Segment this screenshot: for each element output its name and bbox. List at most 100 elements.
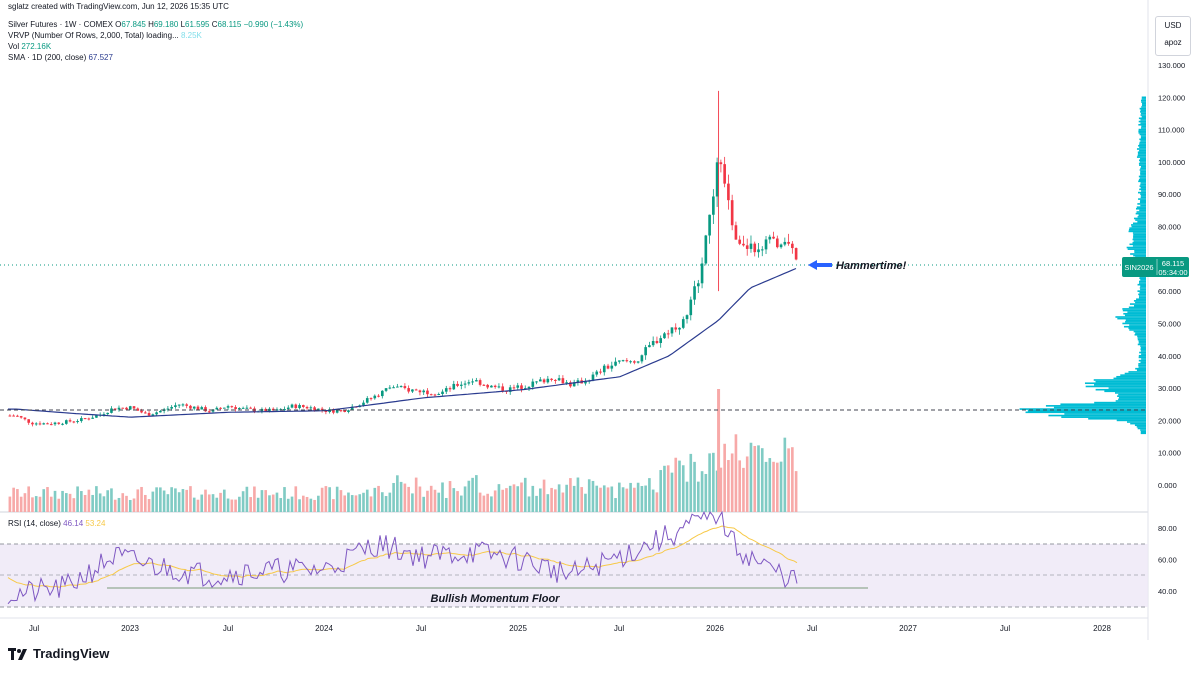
ohlc-legend[interactable]: Silver Futures · 1W · COMEX O67.845 H69.… xyxy=(8,20,303,29)
volume-profile-row xyxy=(1134,333,1146,336)
candle-body xyxy=(490,385,493,388)
candle-body xyxy=(467,382,471,384)
volume-bar xyxy=(678,460,681,512)
candle-body xyxy=(132,406,136,409)
volume-profile-row xyxy=(1141,96,1146,99)
volume-profile-row xyxy=(1134,424,1146,427)
candle-body xyxy=(693,286,696,300)
volume-bar xyxy=(23,493,27,512)
volume-bar xyxy=(636,482,640,512)
volume-profile-row xyxy=(1141,106,1146,108)
volume-profile-row xyxy=(1131,224,1146,226)
candle-body xyxy=(554,379,557,381)
volume-bar xyxy=(301,495,305,512)
volume-bar xyxy=(437,492,441,512)
volume-bar xyxy=(72,498,76,512)
candle-body xyxy=(147,412,151,416)
volume-bar xyxy=(365,489,369,512)
candle-body xyxy=(384,388,388,391)
candle-body xyxy=(140,410,143,413)
volume-bar xyxy=(550,487,553,512)
volume-profile-row xyxy=(1140,136,1146,139)
volume-bar xyxy=(475,475,478,512)
volume-profile-row xyxy=(1130,253,1146,255)
volume-profile-row xyxy=(1116,375,1146,378)
volume-bar xyxy=(689,453,693,512)
candle-body xyxy=(689,299,693,316)
candle-body xyxy=(399,386,403,388)
scale-mode-label: apoz xyxy=(1164,38,1182,47)
low-value: 61.595 xyxy=(185,20,210,29)
volume-bar xyxy=(170,487,173,512)
candle-body xyxy=(734,225,738,240)
volume-bar xyxy=(482,495,486,512)
volume-bar xyxy=(230,499,234,512)
candle-body xyxy=(121,407,125,409)
volume-bar xyxy=(192,497,196,512)
candle-body xyxy=(542,379,546,383)
vrvp-legend[interactable]: VRVP (Number Of Rows, 2,000, Total) load… xyxy=(8,31,202,40)
axis-settings-box[interactable]: USD apoz xyxy=(1155,16,1191,56)
volume-legend[interactable]: Vol 272.16K xyxy=(8,42,51,51)
volume-profile-row xyxy=(1125,319,1146,322)
price-tick-label: 80.000 xyxy=(1158,223,1181,232)
volume-profile-row xyxy=(1129,243,1146,246)
volume-bar xyxy=(42,489,46,512)
volume-bar xyxy=(666,465,670,512)
time-axis[interactable]: Jul 2023 Jul 2024 Jul 2025 Jul 2026 Jul 2027 Jul 20… xyxy=(29,624,1112,633)
candle-body xyxy=(625,360,629,362)
candle-body xyxy=(128,406,132,410)
volume-profile-row xyxy=(1135,301,1146,304)
candle-body xyxy=(19,416,23,418)
sma-legend[interactable]: SMA · 1D (200, close) 67.527 xyxy=(8,53,113,62)
candle-body xyxy=(298,405,301,409)
volume-profile-row xyxy=(1135,332,1146,334)
volume-profile-row xyxy=(1025,411,1146,414)
candle-body xyxy=(87,418,91,420)
candle-body xyxy=(610,365,614,369)
rsi-legend[interactable]: RSI (14, close) 46.14 53.24 xyxy=(8,519,105,528)
candle-body xyxy=(110,408,113,413)
candle-body xyxy=(61,423,64,425)
volume-bar xyxy=(16,489,19,512)
volume-profile-row xyxy=(1136,211,1146,213)
tradingview-logo[interactable]: TradingView xyxy=(8,646,109,661)
volume-bar xyxy=(621,487,625,512)
candle-body xyxy=(576,380,580,383)
volume-profile-row xyxy=(1141,358,1146,360)
volume-profile-row xyxy=(1140,199,1146,202)
volume-profile-row xyxy=(1133,240,1146,242)
volume-bar xyxy=(362,492,365,512)
volume-bar xyxy=(640,486,644,512)
volume-bar xyxy=(463,486,467,512)
volume-bar xyxy=(542,479,546,512)
candle-body xyxy=(678,327,681,330)
volume-bar xyxy=(617,482,621,512)
volume-profile-row xyxy=(1140,346,1146,349)
candle-body xyxy=(738,239,742,244)
volume-profile-row xyxy=(1138,130,1146,133)
volume-profile-row xyxy=(1139,161,1146,163)
momentum-floor-label: Bullish Momentum Floor xyxy=(431,593,561,605)
candle-body xyxy=(49,424,53,426)
candle-body xyxy=(211,409,215,412)
volume-bar xyxy=(734,434,738,512)
volume-profile-row xyxy=(1139,149,1146,152)
time-tick-label: 2024 xyxy=(315,624,333,633)
volume-profile-row xyxy=(1139,277,1146,280)
candle-body xyxy=(31,422,34,425)
candle-body xyxy=(512,387,516,389)
volume-profile-row xyxy=(1140,172,1146,175)
volume-bar xyxy=(719,467,723,512)
close-value: 68.115 xyxy=(217,20,242,29)
high-label: H xyxy=(148,20,154,29)
time-tick-label: 2028 xyxy=(1093,624,1111,633)
volume-profile-row xyxy=(1137,216,1146,218)
open-value: 67.845 xyxy=(121,20,146,29)
candle-body xyxy=(8,415,12,417)
volume-bar xyxy=(659,470,663,512)
candle-body xyxy=(411,389,414,392)
rsi-axis[interactable]: 80.00 60.00 40.00 xyxy=(1158,524,1177,596)
candle-body xyxy=(34,423,38,425)
